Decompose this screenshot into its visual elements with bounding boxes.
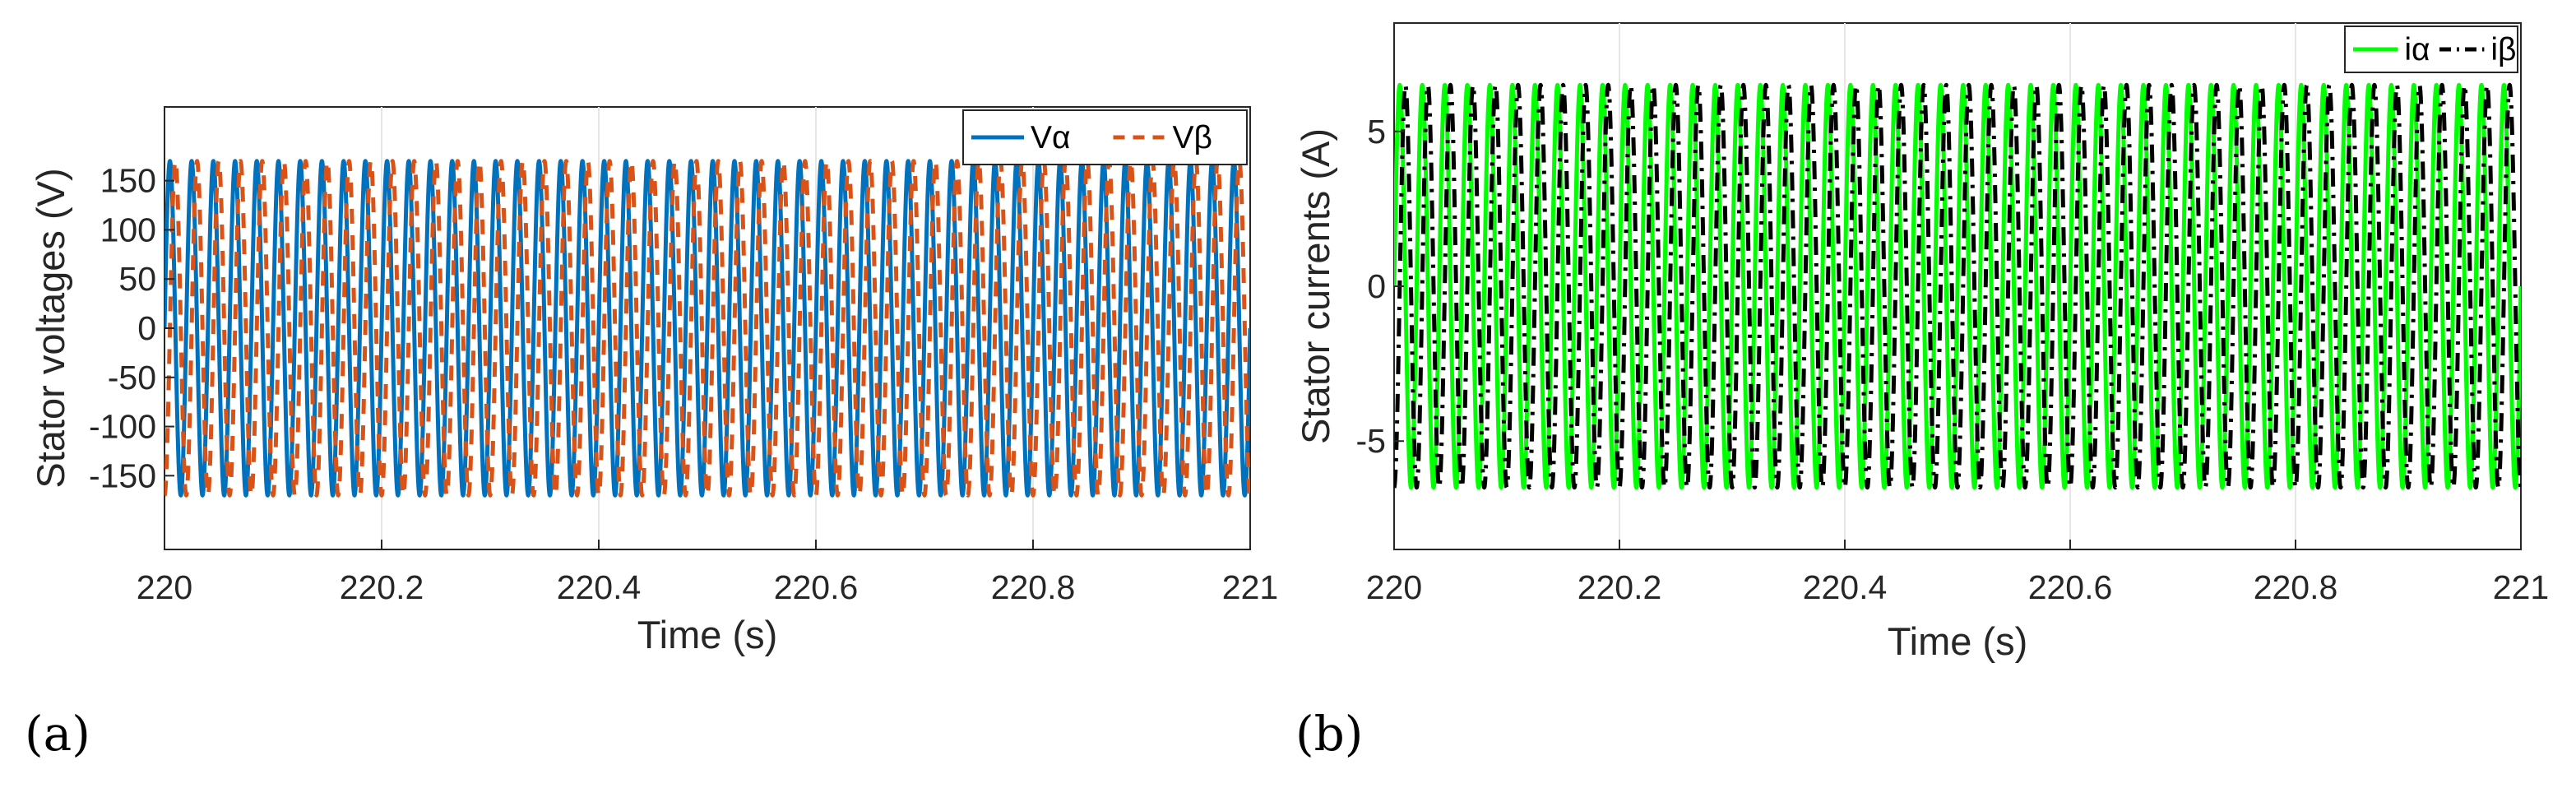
panel-label-b: (b): [1295, 706, 1363, 762]
current-ticks: 220 220.2 220.4 220.6 220.8 221 5 0 -5: [1356, 113, 2550, 606]
current-y-axis-label: Stator currents (A): [1294, 128, 1337, 444]
x-tick-label: 220.6: [774, 568, 859, 606]
voltage-chart: 220 220.2 220.4 220.6 220.8 221 150 100 50 0 -50 -1…: [25, 106, 1278, 762]
current-series-layer: [1394, 82, 2521, 490]
x-tick-label: 221: [1222, 568, 1278, 606]
x-tick-label: 220: [1366, 568, 1422, 606]
x-tick-label: 220.6: [2028, 568, 2113, 606]
legend-label: iα: [2404, 32, 2430, 67]
y-tick-label: 150: [100, 162, 156, 200]
x-tick-label: 220.2: [1578, 568, 1662, 606]
y-tick-label: -100: [89, 408, 156, 446]
current-x-axis-label: Time (s): [1888, 619, 2028, 663]
voltage-x-axis-label: Time (s): [637, 613, 778, 656]
voltage-series-layer: [164, 159, 1250, 498]
x-tick-label: 220.2: [340, 568, 424, 606]
y-tick-label: 0: [1367, 267, 1386, 305]
x-tick-label: 220.8: [991, 568, 1076, 606]
y-tick-label: 50: [118, 260, 156, 298]
x-tick-label: 220.4: [1803, 568, 1888, 606]
x-tick-label: 220: [137, 568, 192, 606]
y-tick-label: -50: [108, 359, 156, 396]
y-tick-label: -5: [1356, 422, 1386, 460]
voltage-ticks: 220 220.2 220.4 220.6 220.8 221 150 100 50 0 -50 -1…: [89, 162, 1278, 606]
y-tick-label: 100: [100, 211, 156, 248]
y-tick-label: 0: [137, 309, 156, 347]
x-tick-label: 220.4: [557, 568, 642, 606]
voltage-legend: Vα Vβ: [962, 109, 1248, 165]
x-tick-label: 221: [2493, 568, 2549, 606]
legend-label: iβ: [2490, 32, 2516, 67]
voltage-y-axis-label: Stator voltages (V): [29, 168, 72, 488]
legend-label: Vβ: [1173, 120, 1212, 155]
series-line-current-1: [1394, 82, 2521, 490]
y-tick-label: 5: [1367, 113, 1386, 151]
x-tick-label: 220.8: [2254, 568, 2338, 606]
current-legend: iα iβ: [2344, 25, 2518, 73]
panel-label-a: (a): [25, 706, 90, 762]
y-tick-label: -150: [89, 457, 156, 494]
legend-label: Vα: [1031, 120, 1071, 155]
